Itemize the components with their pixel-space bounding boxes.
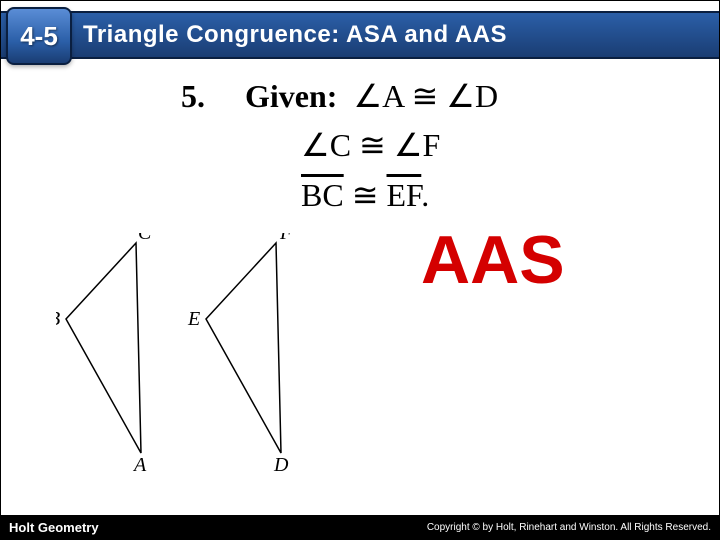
triangles-diagram: C B A F E D xyxy=(56,233,336,483)
given-row-2: ∠C ≅ ∠F xyxy=(301,126,440,164)
given-row-3: BC ≅ EF. xyxy=(301,176,429,214)
given-row-1: 5. Given: ∠A ≅ ∠D xyxy=(181,77,498,115)
svg-text:A: A xyxy=(132,454,147,476)
footer-right: Copyright © by Holt, Rinehart and Winsto… xyxy=(427,522,711,533)
footer-left: Holt Geometry xyxy=(9,520,99,535)
section-badge: 4-5 xyxy=(6,7,72,65)
svg-text:B: B xyxy=(56,308,60,330)
answer-text: AAS xyxy=(421,221,565,299)
given-text: Given: ∠A ≅ ∠D xyxy=(245,78,498,114)
problem-number: 5. xyxy=(181,78,205,114)
section-number: 4-5 xyxy=(20,21,58,52)
svg-text:C: C xyxy=(138,233,152,244)
svg-text:F: F xyxy=(279,233,293,244)
header-band: 4-5 Triangle Congruence: ASA and AAS xyxy=(1,11,719,59)
footer-bar: Holt Geometry Copyright © by Holt, Rineh… xyxy=(1,515,719,539)
svg-text:D: D xyxy=(273,454,289,476)
svg-text:E: E xyxy=(187,308,200,330)
slide: 4-5 Triangle Congruence: ASA and AAS 5. … xyxy=(0,0,720,540)
header-title: Triangle Congruence: ASA and AAS xyxy=(83,21,507,49)
